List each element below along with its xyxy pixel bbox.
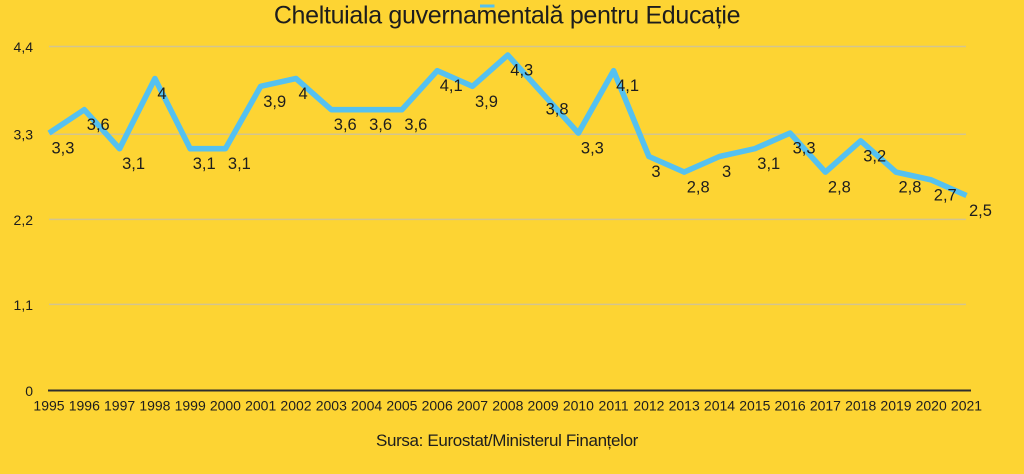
svg-text:4,4: 4,4	[14, 39, 34, 55]
svg-text:3,1: 3,1	[193, 155, 216, 173]
svg-text:2007: 2007	[457, 398, 488, 414]
svg-text:Sursa: Eurostat/Ministerul Fin: Sursa: Eurostat/Ministerul Finanțelor	[376, 431, 639, 450]
svg-text:4: 4	[157, 85, 166, 103]
svg-text:3,6: 3,6	[334, 116, 357, 134]
svg-text:3,9: 3,9	[263, 93, 286, 111]
svg-text:2004: 2004	[351, 398, 382, 414]
svg-text:2014: 2014	[704, 398, 735, 414]
svg-text:2,8: 2,8	[899, 179, 922, 197]
svg-text:Cheltuiala guvernamentală pent: Cheltuiala guvernamentală pentru Educați…	[274, 2, 740, 30]
svg-text:2,7: 2,7	[934, 186, 957, 204]
svg-text:2011: 2011	[599, 398, 629, 414]
svg-text:3,6: 3,6	[369, 116, 392, 134]
svg-text:2010: 2010	[563, 398, 594, 414]
svg-text:2001: 2001	[245, 398, 276, 414]
svg-text:3,6: 3,6	[404, 116, 427, 134]
svg-text:1997: 1997	[104, 398, 135, 414]
svg-text:4,1: 4,1	[440, 77, 463, 95]
svg-text:2015: 2015	[739, 398, 770, 414]
svg-text:3,8: 3,8	[546, 101, 569, 119]
svg-text:2000: 2000	[210, 398, 241, 414]
svg-text:3,1: 3,1	[228, 155, 251, 173]
svg-text:2020: 2020	[916, 398, 947, 414]
svg-text:2,8: 2,8	[687, 179, 710, 197]
svg-text:2021: 2021	[951, 398, 982, 414]
svg-text:3: 3	[722, 163, 731, 181]
svg-text:2,5: 2,5	[969, 202, 992, 220]
svg-text:1999: 1999	[175, 398, 206, 414]
svg-text:3,3: 3,3	[581, 140, 604, 158]
svg-text:4,1: 4,1	[616, 77, 639, 95]
svg-text:2,8: 2,8	[828, 179, 851, 197]
svg-text:3,1: 3,1	[757, 155, 780, 173]
svg-text:3: 3	[651, 163, 660, 181]
svg-text:3,9: 3,9	[475, 93, 498, 111]
svg-text:2005: 2005	[386, 398, 417, 414]
svg-text:4: 4	[299, 85, 308, 103]
svg-text:2019: 2019	[880, 398, 911, 414]
svg-text:2017: 2017	[810, 398, 841, 414]
svg-text:2016: 2016	[775, 398, 806, 414]
svg-text:3,3: 3,3	[52, 140, 75, 158]
svg-text:4,3: 4,3	[510, 62, 533, 80]
svg-text:3,6: 3,6	[87, 116, 110, 134]
svg-text:3,2: 3,2	[863, 147, 886, 165]
svg-text:2008: 2008	[492, 398, 523, 414]
svg-text:2006: 2006	[422, 398, 453, 414]
svg-text:0: 0	[25, 383, 33, 399]
svg-text:1998: 1998	[139, 398, 170, 414]
svg-text:3,1: 3,1	[122, 155, 145, 173]
svg-text:3,3: 3,3	[793, 140, 816, 158]
svg-text:2013: 2013	[669, 398, 700, 414]
svg-text:2018: 2018	[845, 398, 876, 414]
svg-text:1995: 1995	[33, 398, 64, 414]
svg-text:2009: 2009	[528, 398, 559, 414]
svg-text:2002: 2002	[280, 398, 311, 414]
svg-text:2012: 2012	[633, 398, 664, 414]
svg-text:2,2: 2,2	[14, 212, 34, 228]
svg-text:2003: 2003	[316, 398, 347, 414]
svg-text:1996: 1996	[69, 398, 100, 414]
svg-text:3,3: 3,3	[14, 127, 34, 143]
svg-text:1,1: 1,1	[14, 297, 34, 313]
